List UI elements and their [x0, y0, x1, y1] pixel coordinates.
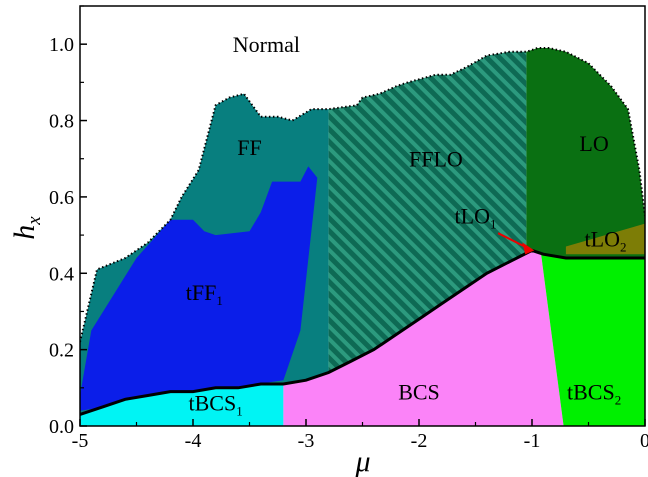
x-tick-label: 0: [640, 430, 648, 452]
y-axis: 0.0 0.2 0.4 0.6 0.8 1.0: [49, 5, 87, 438]
label-fflo: FFLO: [409, 146, 463, 171]
label-tbcs2: tBCS2: [567, 379, 621, 407]
tlo1-arrow-head: [522, 242, 535, 255]
label-tbcs1: tBCS1: [188, 391, 242, 419]
tlo1-arrow: [497, 232, 535, 255]
y-tick-label: 0.0: [49, 416, 74, 438]
region-bcs: [283, 250, 564, 426]
label-normal: Normal: [233, 32, 300, 57]
label-tff1-text: tFF: [186, 280, 217, 305]
label-tbcs1-sub: 1: [236, 404, 243, 419]
y-tick-label: 0.4: [49, 263, 74, 285]
region-tbcs2: [541, 253, 645, 426]
label-lo: LO: [579, 131, 608, 156]
x-tick-label: -4: [185, 430, 202, 452]
region-lo: [526, 48, 645, 258]
x-axis-title-text: μ: [354, 445, 370, 477]
label-tff1: tFF1: [186, 280, 223, 308]
label-lo-text: LO: [579, 131, 608, 156]
label-bcs: BCS: [398, 379, 440, 404]
y-tick-label: 0.8: [49, 111, 74, 133]
x-tick-label: -2: [411, 430, 428, 452]
label-tlo2: tLO2: [585, 227, 627, 255]
x-axis: -5 -4 -3 -2 -1 0: [72, 419, 648, 452]
label-tlo2-text: tLO: [585, 227, 620, 252]
y-tick-label: 0.2: [49, 340, 74, 362]
label-tbcs2-sub: 2: [615, 392, 622, 407]
label-tbcs1-text: tBCS: [188, 391, 236, 416]
y-axis-title: hx: [8, 216, 45, 240]
label-ff: FF: [237, 135, 261, 160]
x-tick-label: -3: [298, 430, 315, 452]
label-tlo1: tLO1: [455, 204, 497, 232]
y-tick-label: 0.6: [49, 187, 74, 209]
label-fflo-text: FFLO: [409, 146, 463, 171]
label-tlo1-text: tLO: [455, 204, 490, 229]
y-axis-title-main: h: [8, 225, 41, 240]
region-tff1: [80, 166, 318, 411]
label-tbcs2-text: tBCS: [567, 379, 615, 404]
y-tick-label: 1.0: [49, 34, 74, 56]
x-tick-label: -5: [72, 430, 89, 452]
x-axis-title: μ: [354, 445, 370, 477]
plot-area: [80, 47, 645, 426]
region-labels: Normal FF FFLO LO tLO2 tFF1 tBCS1 BCS tB…: [186, 32, 627, 419]
region-tbcs1: [80, 384, 284, 426]
label-tlo2-sub: 2: [620, 240, 627, 255]
label-bcs-text: BCS: [398, 379, 440, 404]
lower-phase-boundary: [80, 248, 645, 416]
label-ff-text: FF: [237, 135, 261, 160]
region-tlo2: [565, 223, 645, 255]
label-tlo1-sub: 1: [490, 217, 497, 232]
region-fflo: [328, 51, 527, 373]
label-tff1-sub: 1: [216, 293, 223, 308]
y-axis-title-sub: x: [24, 216, 45, 226]
label-normal-text: Normal: [233, 32, 300, 57]
x-tick-label: -1: [524, 430, 541, 452]
